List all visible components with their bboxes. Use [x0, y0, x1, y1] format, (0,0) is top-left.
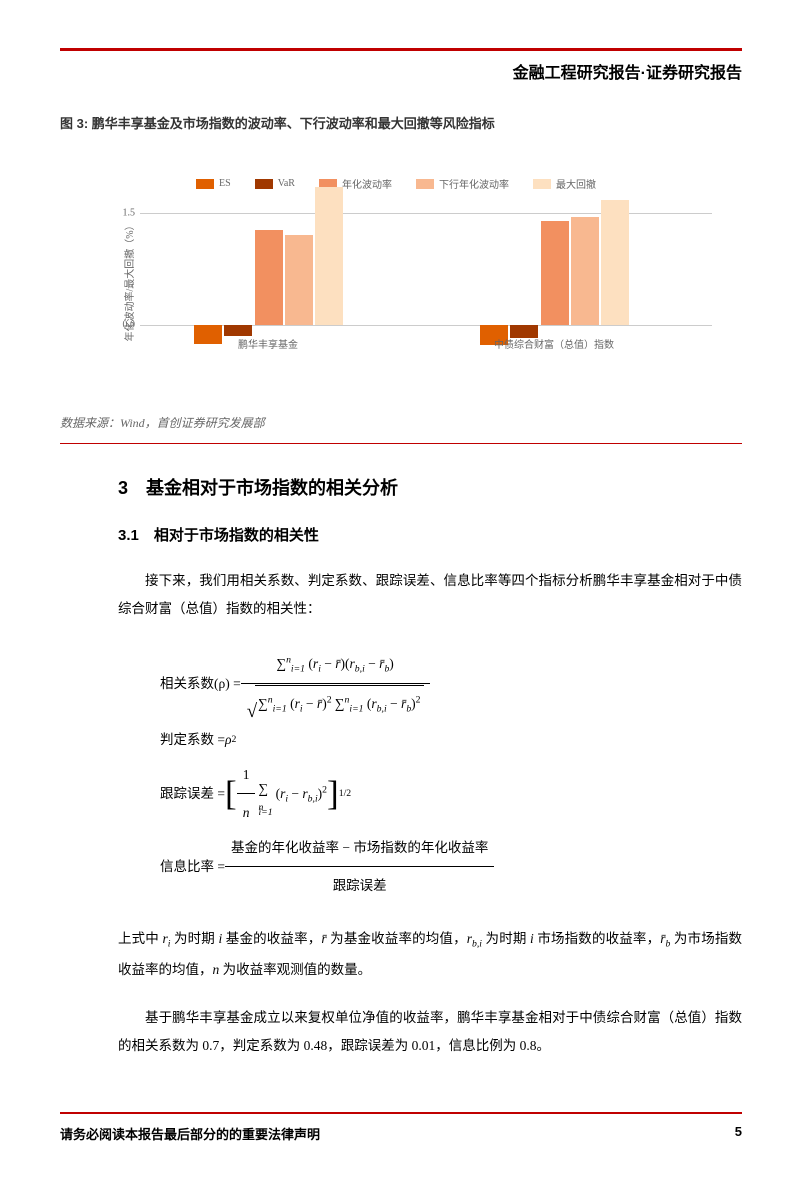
- formula-tracking-error: 跟踪误差 = [ 1n ∑ni=1 (ri − rb,i)2 ] 1/2: [160, 757, 742, 830]
- ytick-label: 0.0: [105, 320, 135, 331]
- formula-correlation: 相关系数(ρ) = ∑ni=1 (ri − r̄)(rb,i − r̄b) √∑…: [160, 646, 742, 722]
- bar-var: [224, 325, 252, 336]
- footer-rule: [60, 1112, 742, 1114]
- bar-vol: [541, 221, 569, 325]
- chart-category-1: 鹏华丰享基金: [238, 336, 298, 351]
- formula-block: 相关系数(ρ) = ∑ni=1 (ri − r̄)(rb,i − r̄b) √∑…: [160, 646, 742, 904]
- para-intro: 接下来，我们用相关系数、判定系数、跟踪误差、信息比率等四个指标分析鹏华丰享基金相…: [118, 567, 742, 624]
- chart-category-2: 中债综合财富（总值）指数: [494, 336, 614, 351]
- header-rule: [60, 48, 742, 51]
- page-number: 5: [735, 1124, 742, 1143]
- bar-vol: [255, 230, 283, 325]
- chart-title: 图 3: 鹏华丰享基金及市场指数的波动率、下行波动率和最大回撤等风险指标: [60, 113, 742, 132]
- section-3-heading: 3 基金相对于市场指数的相关分析: [118, 474, 742, 500]
- page-footer: 请务必阅读本报告最后部分的的重要法律声明 5: [60, 1112, 742, 1143]
- para-result: 基于鹏华丰享基金成立以来复权单位净值的收益率，鹏华丰享基金相对于中债综合财富（总…: [118, 1004, 742, 1061]
- subsection-3-1-heading: 3.1 相对于市场指数的相关性: [118, 524, 742, 545]
- footer-disclaimer: 请务必阅读本报告最后部分的的重要法律声明: [60, 1124, 320, 1143]
- para-var-def: 上式中 ri 为时期 i 基金的收益率，r̄ 为基金收益率的均值，rb,i 为时…: [118, 925, 742, 983]
- section-rule: [60, 443, 742, 444]
- bar-es: [194, 325, 222, 344]
- bar-mdd: [601, 200, 629, 325]
- formula-determination: 判定系数 = ρ2: [160, 722, 742, 757]
- formula-info-ratio: 信息比率 = 基金的年化收益率 − 市场指数的年化收益率 跟踪误差: [160, 830, 742, 903]
- chart-source: 数据来源：Wind，首创证券研究发展部: [60, 414, 742, 431]
- ytick-label: 1.5: [105, 208, 135, 219]
- bar-dvol: [285, 235, 313, 325]
- header-title: 金融工程研究报告·证券研究报告: [0, 59, 742, 83]
- bar-dvol: [571, 217, 599, 325]
- risk-chart: 年化波动率/最大回撤（%） 1.5 0.0 鹏华丰享基金: [80, 176, 712, 386]
- bar-mdd: [315, 187, 343, 325]
